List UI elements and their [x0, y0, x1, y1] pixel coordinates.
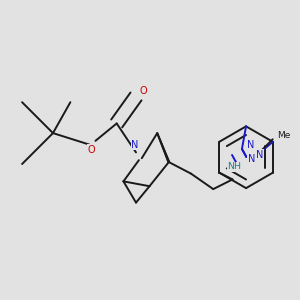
- Text: N: N: [247, 140, 254, 150]
- Text: NH: NH: [227, 162, 242, 171]
- Text: O: O: [88, 145, 95, 154]
- Text: O: O: [140, 85, 148, 96]
- Polygon shape: [157, 133, 170, 162]
- Text: N: N: [248, 154, 255, 164]
- Text: N: N: [131, 140, 139, 150]
- Text: N: N: [256, 150, 263, 160]
- Text: Me: Me: [278, 131, 291, 140]
